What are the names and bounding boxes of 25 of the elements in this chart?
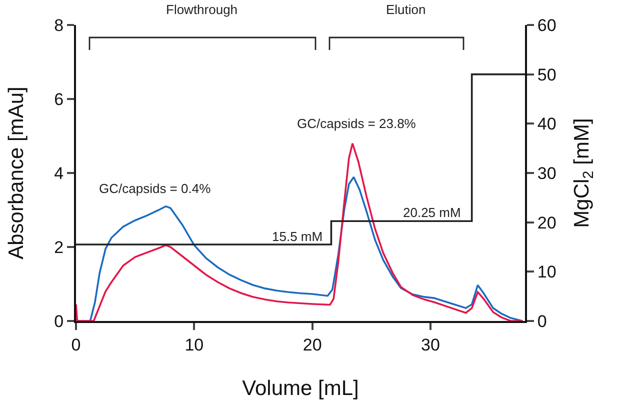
- y2-tick-label: 20: [537, 213, 556, 232]
- y-tick-label: 0: [54, 312, 64, 331]
- x-tick-label: 10: [184, 335, 204, 354]
- x-tick-label: 30: [421, 335, 440, 354]
- x-tick-label: 20: [302, 335, 322, 354]
- line-series: [76, 142, 524, 321]
- x-axis-title: Volume [mL]: [242, 377, 359, 400]
- annotation: 20.25 mM: [403, 205, 461, 220]
- y2-tick-label: 50: [537, 65, 556, 84]
- x-tick-label: 0: [71, 335, 81, 354]
- annotation: 15.5 mM: [272, 229, 323, 244]
- y2-tick-label: 10: [537, 262, 556, 282]
- annotation: GC/capsids = 23.8%: [297, 116, 416, 131]
- y-tick-label: 2: [54, 238, 64, 257]
- y2-tick-label: 30: [537, 164, 556, 183]
- y-tick-label: 4: [54, 164, 64, 183]
- y2-tick-label: 0: [537, 312, 547, 331]
- y-axis-title: Absorbance [mAu]: [5, 86, 28, 260]
- text: Elution: [386, 2, 426, 17]
- text: Flowthrough: [166, 2, 238, 17]
- annotation: GC/capsids = 0.4%: [99, 181, 212, 196]
- y-tick-label: 8: [54, 16, 64, 35]
- y-tick-label: 6: [54, 90, 64, 109]
- y2-tick-label: 60: [537, 16, 556, 35]
- y2-tick-label: 40: [537, 114, 556, 134]
